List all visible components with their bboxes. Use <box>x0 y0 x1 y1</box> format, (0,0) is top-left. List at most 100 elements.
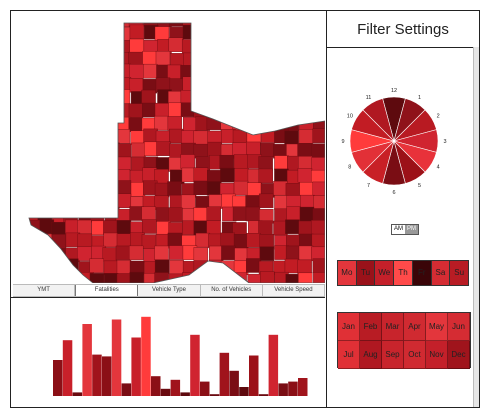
texas-county-map[interactable] <box>13 13 325 283</box>
bar[interactable] <box>121 383 132 396</box>
county-cell[interactable] <box>37 193 53 209</box>
county-cell[interactable] <box>37 247 53 262</box>
county-cell[interactable] <box>193 90 208 106</box>
county-cell[interactable] <box>233 234 249 249</box>
county-cell[interactable] <box>233 77 249 93</box>
bar[interactable] <box>92 354 102 396</box>
county-cell[interactable] <box>52 169 68 184</box>
county-cell[interactable] <box>39 259 55 274</box>
month-feb[interactable]: Feb <box>360 313 382 341</box>
county-cell[interactable] <box>245 25 261 40</box>
county-cell[interactable] <box>52 155 68 170</box>
county-cell[interactable] <box>102 195 118 210</box>
pm-button[interactable]: PM <box>405 225 418 234</box>
county-cell[interactable] <box>90 182 105 198</box>
county-cell[interactable] <box>193 167 209 182</box>
county-cell[interactable] <box>207 76 222 91</box>
county-cell[interactable] <box>39 26 54 41</box>
county-cell[interactable] <box>274 155 289 170</box>
county-cell[interactable] <box>142 50 157 66</box>
county-cell[interactable] <box>233 154 249 169</box>
county-cell[interactable] <box>220 232 235 248</box>
county-cell[interactable] <box>14 168 28 182</box>
county-cell[interactable] <box>300 78 315 93</box>
county-cell[interactable] <box>64 258 79 273</box>
county-cell[interactable] <box>273 180 288 196</box>
tab-fatalities[interactable]: Fatalities <box>75 285 139 296</box>
county-cell[interactable] <box>129 64 144 79</box>
county-cell[interactable] <box>77 143 92 158</box>
bar[interactable] <box>200 381 210 396</box>
bar[interactable] <box>268 334 279 396</box>
county-cell[interactable] <box>260 142 275 158</box>
county-cell[interactable] <box>273 24 288 39</box>
county-cell[interactable] <box>37 90 52 106</box>
county-cell[interactable] <box>258 24 274 40</box>
day-tu[interactable]: Tu <box>356 261 376 285</box>
county-cell[interactable] <box>167 181 182 196</box>
county-cell[interactable] <box>37 130 52 145</box>
county-cell[interactable] <box>103 220 118 235</box>
county-cell[interactable] <box>26 142 41 157</box>
month-oct[interactable]: Oct <box>404 341 426 369</box>
county-cell[interactable] <box>312 51 325 67</box>
county-cell[interactable] <box>90 66 105 81</box>
county-cell[interactable] <box>297 39 313 54</box>
county-cell[interactable] <box>193 143 209 159</box>
county-cell[interactable] <box>64 154 80 170</box>
county-cell[interactable] <box>116 220 132 235</box>
county-cell[interactable] <box>25 233 40 248</box>
county-cell[interactable] <box>50 90 65 106</box>
county-cell[interactable] <box>182 13 198 27</box>
county-cell[interactable] <box>39 142 55 158</box>
county-cell[interactable] <box>183 116 198 132</box>
county-cell[interactable] <box>90 194 106 209</box>
county-cell[interactable] <box>168 37 184 52</box>
day-sa[interactable]: Sa <box>431 261 451 285</box>
county-cell[interactable] <box>284 77 300 92</box>
county-cell[interactable] <box>285 51 300 67</box>
county-cell[interactable] <box>207 91 223 106</box>
county-cell[interactable] <box>51 273 66 283</box>
county-cell[interactable] <box>89 273 105 283</box>
county-cell[interactable] <box>104 117 120 133</box>
bar[interactable] <box>151 376 161 396</box>
county-cell[interactable] <box>285 245 301 261</box>
county-cell[interactable] <box>89 258 104 273</box>
bar[interactable] <box>141 316 151 396</box>
county-cell[interactable] <box>141 206 156 221</box>
county-cell[interactable] <box>78 104 93 120</box>
county-cell[interactable] <box>207 39 223 55</box>
county-cell[interactable] <box>102 155 117 170</box>
county-cell[interactable] <box>180 154 195 169</box>
county-cell[interactable] <box>91 115 107 131</box>
county-cell[interactable] <box>26 77 41 93</box>
county-cell[interactable] <box>66 180 81 196</box>
county-cell[interactable] <box>104 105 120 120</box>
county-cell[interactable] <box>116 273 132 283</box>
county-cell[interactable] <box>103 273 119 283</box>
county-cell[interactable] <box>79 195 94 210</box>
county-cell[interactable] <box>79 115 94 130</box>
county-cell[interactable] <box>311 63 325 79</box>
county-cell[interactable] <box>25 104 40 120</box>
county-cell[interactable] <box>220 24 236 39</box>
county-cell[interactable] <box>234 91 249 106</box>
am-button[interactable]: AM <box>392 225 405 234</box>
county-cell[interactable] <box>103 232 118 248</box>
county-cell[interactable] <box>193 247 209 262</box>
county-cell[interactable] <box>90 208 105 223</box>
county-cell[interactable] <box>103 40 119 55</box>
county-cell[interactable] <box>115 245 131 261</box>
county-cell[interactable] <box>259 246 275 261</box>
county-cell[interactable] <box>143 13 158 27</box>
county-cell[interactable] <box>182 272 197 283</box>
county-cell[interactable] <box>259 271 275 283</box>
county-cell[interactable] <box>207 273 223 283</box>
county-cell[interactable] <box>37 157 53 172</box>
county-cell[interactable] <box>246 258 261 273</box>
bar[interactable] <box>111 319 122 397</box>
county-cell[interactable] <box>103 24 119 39</box>
county-cell[interactable] <box>195 39 210 55</box>
county-cell[interactable] <box>50 76 66 92</box>
